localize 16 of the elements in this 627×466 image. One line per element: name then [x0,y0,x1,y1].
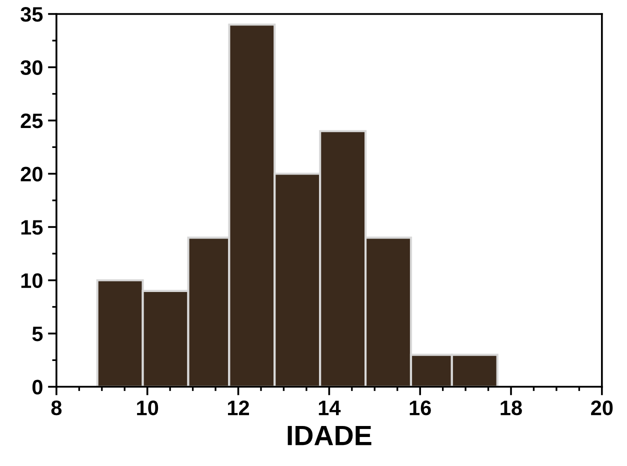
x-tick-label: 18 [500,400,522,416]
x-tick-label: 14 [318,400,341,416]
x-axis-title: IDADE [288,426,372,446]
x-tick-label: 8 [51,400,62,416]
y-tick-label: 10 [21,273,42,288]
x-tick-label: 10 [137,400,158,416]
y-tick-label: 25 [20,113,43,128]
y-tick-label: 20 [20,166,42,182]
x-tick-label: 16 [410,400,431,416]
x-tick-label: 12 [228,400,250,416]
y-tick-label: 5 [32,326,43,342]
y-tick-label: 30 [20,60,42,76]
x-tick-label: 20 [591,400,613,416]
y-tick-label: 35 [20,6,43,22]
y-tick-label: 0 [32,380,42,395]
y-tick-label: 15 [21,220,43,235]
